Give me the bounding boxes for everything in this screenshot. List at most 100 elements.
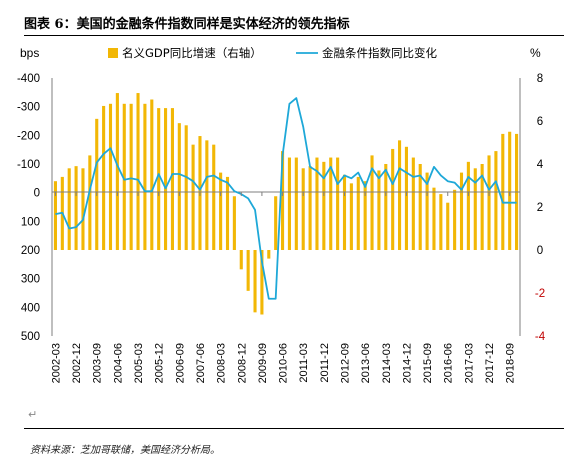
gdp-bar: [363, 181, 367, 250]
gdp-bar: [404, 146, 408, 250]
x-tick-label: 2016-06: [443, 343, 455, 383]
gdp-bar: [329, 157, 333, 250]
left-tick-label: 0: [34, 188, 40, 200]
right-tick-label: 0: [537, 245, 543, 257]
x-tick-label: 2012-09: [340, 343, 352, 383]
gdp-bar: [184, 125, 188, 250]
gdp-bar: [88, 155, 92, 250]
gdp-bar: [157, 108, 161, 250]
x-tick-label: 2003-09: [92, 343, 104, 383]
gdp-bar: [439, 194, 443, 250]
gdp-bar: [494, 151, 498, 250]
gdp-bar: [53, 181, 57, 250]
x-tick-label: 2008-12: [236, 343, 248, 383]
gdp-bar: [136, 93, 140, 250]
gdp-bar: [418, 164, 422, 250]
title-divider: [24, 35, 564, 36]
figure-title: 图表 6：美国的金融条件指数同样是实体经济的领先指标: [24, 17, 350, 32]
x-tick-label: 2018-09: [505, 343, 517, 383]
gdp-bar: [164, 108, 168, 250]
gdp-bar: [480, 164, 484, 250]
legend-label-fci: 金融条件指数同比变化: [322, 46, 437, 60]
gdp-bar: [150, 99, 154, 250]
x-tick-label: 2017-12: [484, 343, 496, 383]
left-tick-label: 400: [21, 302, 40, 314]
gdp-bar: [294, 157, 298, 250]
gdp-bar: [219, 172, 223, 250]
right-tick-label: 4: [537, 159, 544, 171]
x-tick-label: 2017-03: [463, 343, 475, 383]
gdp-bar: [370, 155, 374, 250]
x-tick-label: 2011-03: [298, 343, 310, 383]
gdp-bar: [129, 103, 133, 250]
left-tick-label: -400: [17, 73, 40, 85]
x-tick-label: 2015-09: [422, 343, 434, 383]
gdp-bar: [473, 168, 477, 250]
x-tick-label: 2006-09: [174, 343, 186, 383]
left-tick-label: 500: [21, 331, 40, 343]
x-tick-label: 2005-03: [133, 343, 145, 383]
x-tick-label: 2014-03: [381, 343, 393, 383]
x-tick-label: 2014-12: [401, 343, 413, 383]
gdp-bar: [301, 168, 305, 250]
gdp-bar: [239, 250, 243, 270]
gdp-bar: [102, 105, 106, 250]
gdp-bar: [281, 151, 285, 250]
x-tick-label: 2007-06: [195, 343, 207, 383]
source-note: 资料来源：芝加哥联储，美国经济分析局。: [30, 445, 220, 456]
x-tick-label: 2009-09: [257, 343, 269, 383]
legend-label-gdp: 名义GDP同比增速（右轴）: [122, 46, 262, 60]
right-tick-label: 2: [537, 202, 543, 214]
gdp-bar: [253, 250, 257, 313]
x-tick-label: 2013-06: [360, 343, 372, 383]
source-divider: [24, 428, 564, 429]
gdp-bar: [122, 103, 126, 250]
gdp-bar: [81, 168, 85, 250]
gdp-bar: [225, 176, 230, 250]
paragraph-mark: ↵: [28, 408, 38, 421]
x-tick-label: 2008-03: [216, 343, 228, 383]
legend-swatch-gdp: [108, 48, 118, 58]
gdp-bar: [349, 183, 353, 250]
gdp-bar: [342, 174, 347, 250]
gdp-bar: [267, 250, 271, 259]
gdp-bar: [487, 155, 491, 250]
gdp-bar: [336, 157, 340, 250]
gdp-bar: [391, 148, 395, 250]
left-tick-label: 100: [21, 216, 40, 228]
gdp-bar: [143, 103, 147, 250]
right-tick-label: -2: [535, 288, 545, 300]
gdp-bar: [377, 170, 381, 250]
x-tick-label: 2010-06: [278, 343, 290, 383]
gdp-bar: [260, 250, 264, 315]
gdp-bar: [115, 93, 119, 250]
gdp-bar: [191, 144, 195, 250]
fci-line-path: [55, 97, 517, 300]
gdp-bar: [67, 168, 71, 250]
left-axis-unit: bps: [20, 46, 39, 60]
fci-line: [55, 97, 517, 300]
chart-axes: [51, 78, 521, 336]
gdp-bar: [315, 157, 319, 250]
left-tick-label: 300: [21, 274, 40, 286]
left-tick-label: 200: [21, 245, 40, 257]
gdp-bar: [205, 140, 209, 250]
gdp-bar: [466, 161, 470, 250]
x-tick-label: 2011-12: [319, 343, 331, 383]
right-axis-unit: %: [530, 46, 541, 60]
x-tick-label: 2005-12: [154, 343, 166, 383]
x-tick-label: 2002-03: [50, 343, 62, 383]
gdp-bar: [322, 161, 326, 250]
right-tick-label: -4: [535, 331, 546, 343]
gdp-bar: [177, 123, 181, 250]
chart-legend: 名义GDP同比增速（右轴） 金融条件指数同比变化: [108, 46, 437, 60]
left-tick-label: -300: [17, 102, 40, 114]
gdp-bar: [246, 250, 250, 291]
left-tick-label: -100: [17, 159, 40, 171]
gdp-bar: [411, 157, 415, 250]
gdp-bar: [74, 166, 78, 250]
gdp-bar: [108, 103, 113, 250]
gdp-bar: [308, 166, 312, 250]
gdp-bar: [398, 140, 402, 250]
